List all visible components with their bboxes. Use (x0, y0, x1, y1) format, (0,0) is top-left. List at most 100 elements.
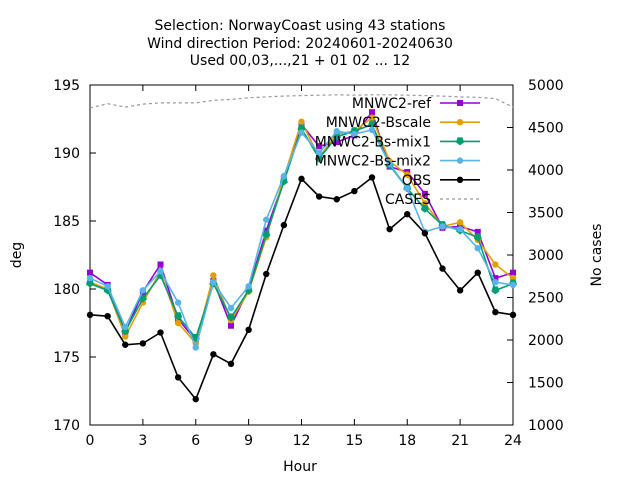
data-point-mnwc2-bs-mix2 (104, 283, 111, 290)
data-point-mnwc2-bs-mix2 (456, 225, 464, 233)
data-point-mnwc2-bs-mix2 (210, 279, 217, 286)
data-point-mnwc2-bs-mix2 (192, 344, 199, 351)
x-tick-label: 9 (244, 433, 253, 449)
y2-tick-label: 3500 (528, 206, 564, 222)
data-point-obs (368, 174, 376, 181)
data-point-mnwc2-bs-mix2 (439, 223, 446, 230)
y-tick-label: 190 (53, 146, 80, 162)
data-point-obs (456, 287, 464, 294)
y2-tick-label: 1500 (528, 376, 564, 392)
data-point-mnwc2-bs-mix2 (245, 283, 252, 290)
title-line-1: Selection: NorwayCoast using 43 stations (155, 18, 446, 34)
series-line-cases (89, 94, 514, 109)
series-line-mnwc2-bscale (89, 116, 514, 346)
data-point-mnwc2-bscale (368, 114, 376, 121)
series-mnwc2-bs-mix2 (86, 126, 517, 351)
y2-axis-label: No cases (589, 224, 605, 287)
y2-tick-label: 4500 (528, 121, 564, 137)
data-point-obs (474, 269, 481, 276)
data-point-obs (421, 230, 429, 237)
x-tick-label: 18 (398, 433, 416, 449)
data-point-mnwc2-bscale (122, 333, 129, 340)
data-point-obs (157, 329, 164, 336)
series-line-mnwc2-bs-mix1 (89, 123, 514, 340)
data-point-mnwc2-bs-mix2 (492, 279, 499, 286)
data-point-obs (210, 351, 217, 358)
legend-marker-obs (456, 176, 464, 183)
data-point-mnwc2-bs-mix1 (138, 294, 147, 303)
data-point-obs (404, 211, 411, 218)
data-point-mnwc2-ref (333, 139, 340, 146)
data-point-mnwc2-ref (263, 227, 270, 234)
data-point-mnwc2-bs-mix2 (474, 245, 481, 252)
x-tick-label: 21 (451, 433, 469, 449)
data-point-obs (509, 311, 517, 319)
y2-tick-label: 2000 (528, 333, 564, 349)
series-obs (86, 174, 517, 403)
series-line-mnwc2-bs-mix2 (89, 128, 514, 351)
data-point-mnwc2-bs-mix1 (174, 312, 183, 321)
series-mnwc2-bscale (86, 114, 517, 347)
data-point-mnwc2-ref (474, 228, 481, 235)
series-mnwc2-bs-mix1 (86, 120, 517, 342)
data-point-mnwc2-bs-mix1 (227, 313, 235, 322)
data-point-obs (192, 395, 199, 403)
chart-title: Selection: NorwayCoast using 43 stations… (147, 18, 453, 69)
data-point-mnwc2-bscale (210, 272, 217, 279)
data-point-mnwc2-bs-mix2 (280, 172, 288, 180)
data-point-mnwc2-bs-mix2 (368, 126, 376, 134)
data-point-obs (351, 187, 358, 195)
data-point-mnwc2-bs-mix2 (386, 160, 393, 168)
x-axis-label: Hour (283, 459, 317, 475)
legend-marker-mnwc2-bs-mix2 (456, 157, 464, 164)
data-point-mnwc2-ref (316, 143, 323, 150)
data-point-mnwc2-bs-mix2 (139, 287, 147, 294)
legend-marker-mnwc2-bscale (456, 119, 464, 126)
data-point-mnwc2-ref (87, 269, 93, 276)
data-point-obs (227, 360, 235, 367)
y2-tick-label: 4000 (528, 163, 564, 179)
data-point-obs (263, 270, 270, 278)
data-point-mnwc2-bs-mix1 (262, 230, 271, 239)
data-point-mnwc2-bs-mix2 (86, 274, 94, 282)
legend-label-mnwc2-bs-mix1: MNWC2-Bs-mix1 (315, 134, 431, 150)
y-tick-label: 195 (53, 78, 80, 94)
axis-ticks: 0 3 6 9 12 15 18 21 24 170 175 180 185 190 195 1000 1500… (53, 78, 563, 449)
series-cases (89, 94, 514, 109)
data-point-mnwc2-bs-mix2 (509, 281, 517, 289)
y-tick-label: 175 (53, 350, 80, 366)
data-point-mnwc2-bs-mix2 (122, 323, 129, 331)
data-point-mnwc2-bs-mix2 (298, 129, 305, 136)
data-point-mnwc2-ref (492, 275, 499, 282)
data-point-mnwc2-bs-mix1 (420, 204, 429, 213)
data-point-obs (174, 374, 182, 381)
data-point-obs (298, 175, 305, 183)
data-point-mnwc2-bs-mix2 (157, 268, 164, 275)
data-point-mnwc2-bs-mix2 (351, 130, 358, 138)
data-point-mnwc2-bscale (456, 219, 464, 226)
data-point-mnwc2-bs-mix1 (368, 120, 376, 129)
data-point-mnwc2-ref (157, 261, 164, 268)
series-line-obs (89, 176, 514, 401)
data-point-obs (492, 308, 499, 316)
legend-label-mnwc2-bscale: MNWC2-Bscale (326, 115, 431, 131)
series-layer (86, 94, 517, 403)
data-point-obs (86, 311, 94, 319)
data-point-mnwc2-bs-mix1 (473, 233, 482, 242)
legend: MNWC2-ref MNWC2-Bscale MNWC2-Bs-mix1 MNWC2-… (315, 96, 480, 208)
series-mnwc2-ref (87, 109, 516, 344)
x-tick-label: 6 (191, 433, 200, 449)
y2-tick-label: 3000 (528, 248, 564, 264)
data-point-mnwc2-bs-mix2 (315, 149, 323, 157)
data-point-obs (104, 313, 111, 320)
data-point-mnwc2-bs-mix2 (227, 304, 235, 312)
legend-label-obs: OBS (402, 173, 431, 189)
y-axis-label: deg (9, 242, 25, 268)
data-point-mnwc2-bs-mix2 (263, 216, 270, 223)
data-point-mnwc2-ref (421, 190, 428, 197)
data-point-mnwc2-ref (510, 269, 516, 276)
data-point-obs (315, 193, 323, 200)
data-point-mnwc2-bs-mix2 (404, 185, 411, 192)
data-point-mnwc2-bs-mix1 (491, 286, 500, 295)
